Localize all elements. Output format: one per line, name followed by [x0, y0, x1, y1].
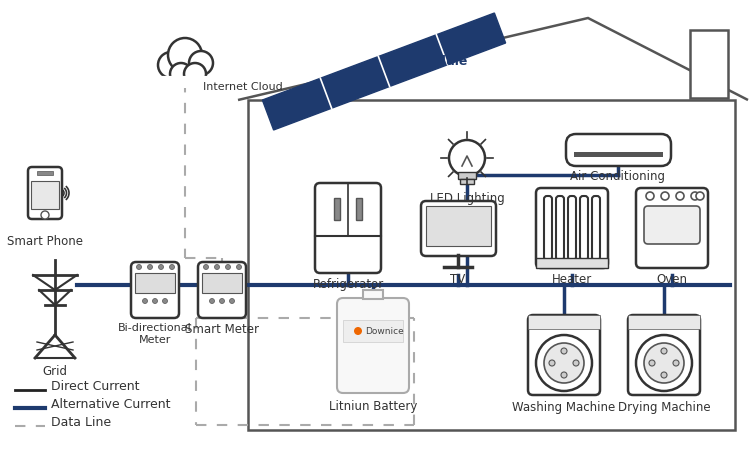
- FancyBboxPatch shape: [337, 298, 409, 393]
- Circle shape: [646, 192, 654, 200]
- Circle shape: [226, 264, 230, 270]
- Bar: [202, 273, 242, 293]
- FancyBboxPatch shape: [544, 196, 552, 260]
- FancyBboxPatch shape: [644, 206, 700, 244]
- Circle shape: [209, 298, 214, 304]
- Circle shape: [41, 211, 49, 219]
- Circle shape: [696, 192, 704, 200]
- FancyBboxPatch shape: [566, 134, 671, 166]
- Text: TV: TV: [450, 273, 466, 286]
- FancyBboxPatch shape: [568, 196, 576, 260]
- Bar: [343, 320, 403, 342]
- Text: Grid: Grid: [43, 365, 68, 378]
- Bar: [528, 315, 600, 329]
- Circle shape: [644, 343, 684, 383]
- FancyBboxPatch shape: [628, 315, 700, 395]
- Text: Smart Phone: Smart Phone: [7, 235, 83, 248]
- Circle shape: [136, 264, 142, 270]
- Bar: [356, 198, 362, 220]
- Circle shape: [561, 372, 567, 378]
- Circle shape: [152, 298, 157, 304]
- Polygon shape: [262, 13, 506, 130]
- FancyBboxPatch shape: [536, 188, 608, 268]
- Text: Data Line: Data Line: [51, 415, 111, 429]
- Bar: [574, 152, 663, 157]
- Circle shape: [549, 360, 555, 366]
- Circle shape: [636, 335, 692, 391]
- FancyBboxPatch shape: [580, 196, 588, 260]
- Bar: [31, 181, 59, 209]
- FancyBboxPatch shape: [636, 188, 708, 268]
- Bar: [458, 172, 476, 179]
- Circle shape: [649, 360, 655, 366]
- Text: Direct Current: Direct Current: [51, 379, 140, 393]
- Circle shape: [230, 298, 235, 304]
- Text: Internet Cloud: Internet Cloud: [203, 82, 283, 92]
- FancyBboxPatch shape: [198, 262, 246, 318]
- Circle shape: [561, 348, 567, 354]
- Circle shape: [661, 348, 667, 354]
- Circle shape: [536, 335, 592, 391]
- Circle shape: [158, 52, 184, 78]
- Text: Refrigerator: Refrigerator: [312, 278, 383, 291]
- FancyBboxPatch shape: [556, 196, 564, 260]
- Text: Washing Machine: Washing Machine: [512, 401, 616, 414]
- Circle shape: [168, 38, 202, 72]
- Text: PV Module: PV Module: [393, 55, 467, 68]
- Circle shape: [163, 298, 167, 304]
- Text: Downice: Downice: [365, 327, 404, 336]
- Circle shape: [673, 360, 679, 366]
- Circle shape: [170, 264, 175, 270]
- Circle shape: [184, 63, 206, 85]
- Bar: [690, 30, 728, 98]
- Circle shape: [220, 298, 224, 304]
- Text: Alternative Current: Alternative Current: [51, 397, 170, 411]
- Text: Heater: Heater: [552, 273, 592, 286]
- Bar: [460, 179, 474, 184]
- Circle shape: [544, 343, 584, 383]
- Circle shape: [214, 264, 220, 270]
- Circle shape: [573, 360, 579, 366]
- Bar: [248, 100, 735, 430]
- Bar: [334, 198, 340, 220]
- Circle shape: [676, 192, 684, 200]
- Text: Oven: Oven: [656, 273, 688, 286]
- Circle shape: [236, 264, 242, 270]
- Bar: [536, 258, 608, 268]
- Circle shape: [203, 264, 208, 270]
- Circle shape: [661, 192, 669, 200]
- FancyBboxPatch shape: [592, 196, 600, 260]
- Circle shape: [158, 264, 164, 270]
- Text: Litniun Battery: Litniun Battery: [328, 400, 417, 413]
- Text: Bi-directional
Meter: Bi-directional Meter: [118, 323, 192, 345]
- FancyBboxPatch shape: [528, 315, 600, 395]
- Bar: [426, 206, 491, 246]
- FancyBboxPatch shape: [421, 201, 496, 256]
- Text: Smart Meter: Smart Meter: [185, 323, 259, 336]
- FancyBboxPatch shape: [131, 262, 179, 318]
- Text: Drying Machine: Drying Machine: [618, 401, 710, 414]
- Bar: [37, 171, 53, 175]
- Bar: [628, 315, 700, 329]
- Bar: [363, 290, 383, 299]
- FancyBboxPatch shape: [28, 167, 62, 219]
- Circle shape: [189, 51, 213, 75]
- Bar: [160, 78, 210, 88]
- Circle shape: [142, 298, 148, 304]
- Circle shape: [354, 327, 362, 335]
- Circle shape: [170, 63, 192, 85]
- Text: LED Lighting: LED Lighting: [430, 192, 504, 205]
- Circle shape: [148, 264, 152, 270]
- Text: Air Conditioning: Air Conditioning: [571, 170, 665, 183]
- FancyBboxPatch shape: [315, 183, 381, 273]
- Bar: [135, 273, 175, 293]
- Circle shape: [449, 140, 485, 176]
- Circle shape: [691, 192, 699, 200]
- Circle shape: [661, 372, 667, 378]
